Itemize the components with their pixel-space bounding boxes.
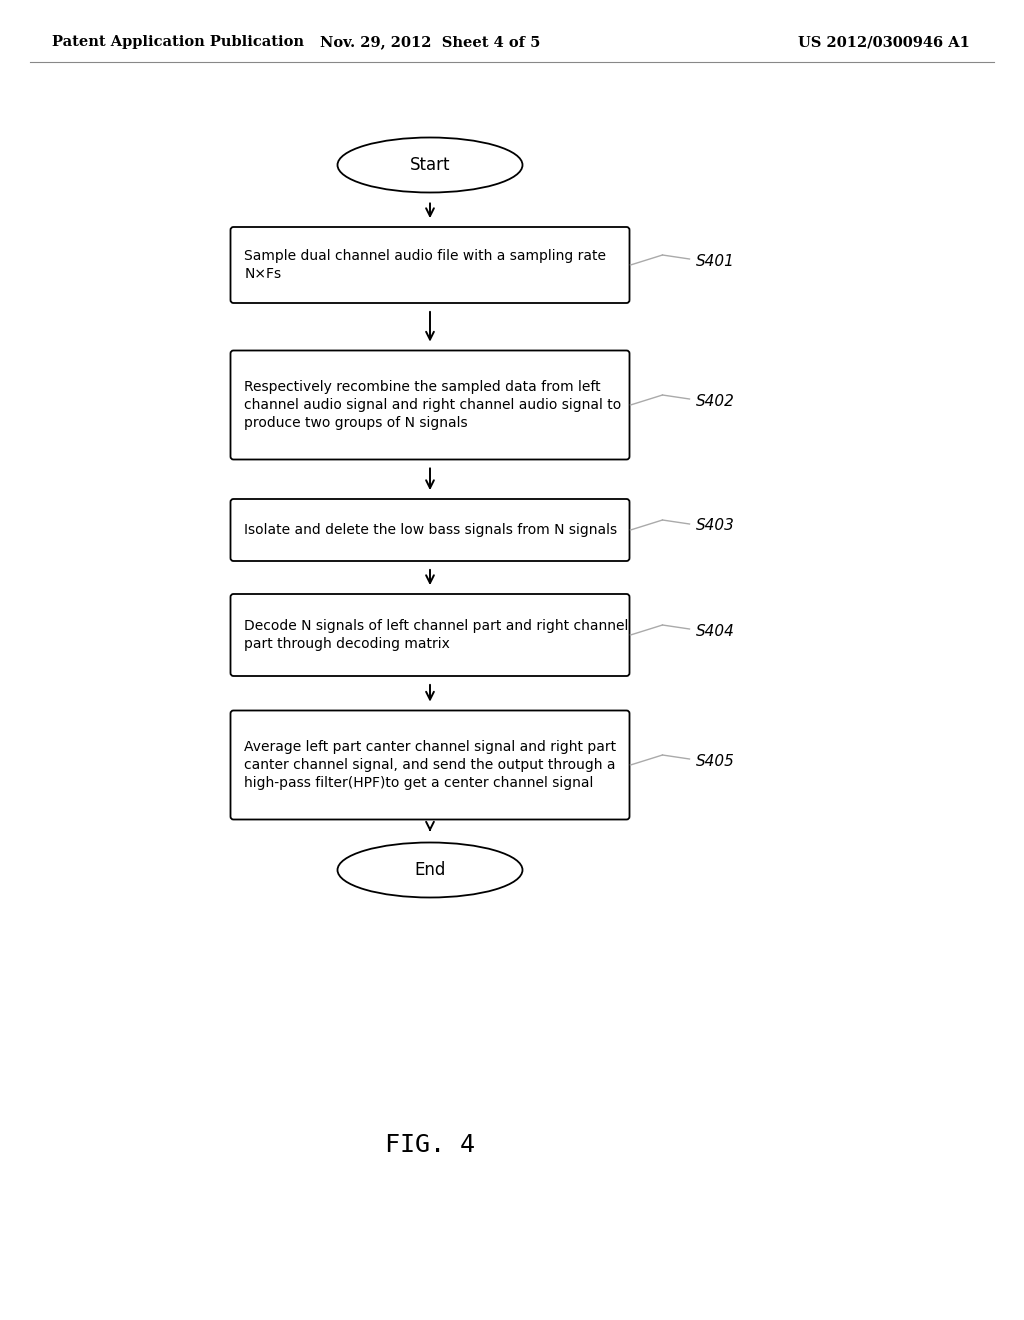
Text: Respectively recombine the sampled data from left
channel audio signal and right: Respectively recombine the sampled data … [245,380,622,430]
Text: Patent Application Publication: Patent Application Publication [52,36,304,49]
Text: Sample dual channel audio file with a sampling rate
N×Fs: Sample dual channel audio file with a sa… [245,248,606,281]
Text: FIG. 4: FIG. 4 [385,1133,475,1158]
Text: S403: S403 [695,519,734,533]
Text: Nov. 29, 2012  Sheet 4 of 5: Nov. 29, 2012 Sheet 4 of 5 [319,36,541,49]
FancyBboxPatch shape [230,499,630,561]
Text: Isolate and delete the low bass signals from N signals: Isolate and delete the low bass signals … [245,523,617,537]
Text: Start: Start [410,156,451,174]
Text: Decode N signals of left channel part and right channel
part through decoding ma: Decode N signals of left channel part an… [245,619,629,651]
FancyBboxPatch shape [230,351,630,459]
Text: S404: S404 [695,623,734,639]
Text: S401: S401 [695,253,734,268]
Text: S402: S402 [695,393,734,408]
Ellipse shape [338,842,522,898]
FancyBboxPatch shape [230,227,630,304]
Text: Average left part canter channel signal and right part
canter channel signal, an: Average left part canter channel signal … [245,739,616,791]
FancyBboxPatch shape [230,594,630,676]
Ellipse shape [338,137,522,193]
FancyBboxPatch shape [230,710,630,820]
Text: US 2012/0300946 A1: US 2012/0300946 A1 [798,36,970,49]
Text: End: End [415,861,445,879]
Text: S405: S405 [695,754,734,768]
